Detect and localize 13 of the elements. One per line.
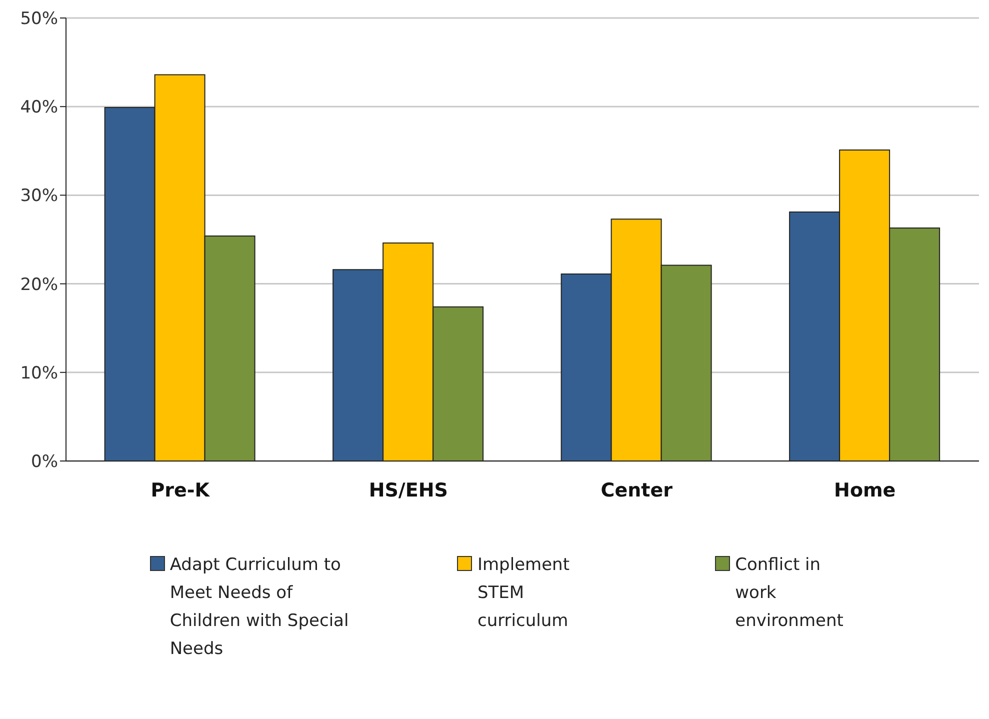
y-tick-label: 0% — [31, 452, 58, 472]
x-tick-label: Center — [600, 479, 674, 502]
legend-label: Implement STEM curriculum — [477, 554, 570, 633]
x-tick-label: Pre-K — [150, 479, 211, 502]
y-tick-label: 30% — [20, 186, 58, 206]
x-tick-label: HS/EHS — [368, 479, 448, 502]
x-tick-label: Home — [834, 479, 896, 502]
y-tick-label: 10% — [20, 363, 58, 384]
y-tick-label: 50% — [20, 9, 58, 30]
y-tick-label: 40% — [20, 98, 58, 118]
legend-label: Adapt Curriculum to Meet Needs of Children with Special Needs — [170, 554, 350, 661]
legend-label: Conflict in work environment — [735, 554, 844, 633]
y-tick-label: 20% — [20, 274, 58, 295]
